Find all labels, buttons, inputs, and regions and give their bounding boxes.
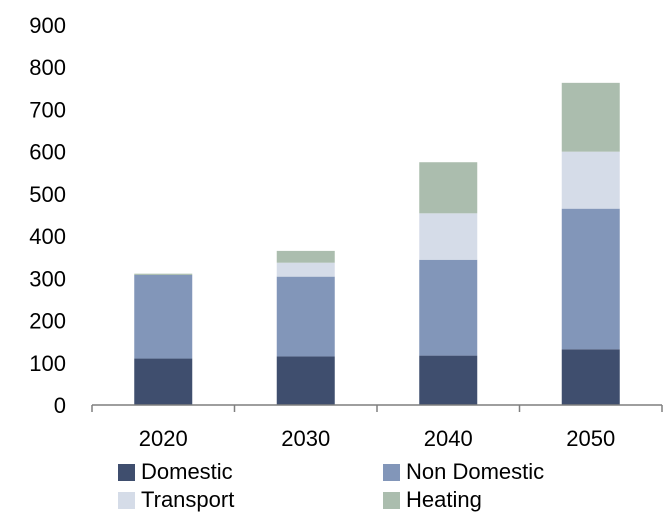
- legend-item-non-domestic: Non Domestic: [383, 458, 658, 486]
- x-tick-label: 2040: [424, 426, 473, 451]
- bar-segment-transport-2040: [419, 213, 478, 260]
- x-axis-tick-labels: 2020 2030 2040 2050: [139, 426, 615, 451]
- bar-segment-non-domestic-2020: [134, 274, 193, 359]
- y-tick-label: 200: [29, 309, 66, 334]
- y-axis-tick-labels: 0 100 200 300 400 500 600 700 800 900: [29, 13, 66, 418]
- y-tick-label: 500: [29, 182, 66, 207]
- bar-segment-transport-2050: [561, 151, 620, 209]
- y-tick-label: 300: [29, 266, 66, 291]
- legend-swatch: [383, 491, 400, 509]
- bar-segment-heating-2040: [419, 162, 478, 214]
- y-tick-label: 0: [54, 393, 66, 418]
- bar-segment-transport-2030: [276, 262, 335, 277]
- legend-item-transport: Transport: [118, 486, 383, 514]
- bar-segment-heating-2030: [276, 250, 335, 263]
- legend-label: Domestic: [141, 459, 233, 484]
- legend-swatch: [383, 463, 400, 481]
- legend-swatch: [118, 463, 135, 481]
- bar-segment-domestic-2050: [561, 349, 620, 405]
- x-axis: [91, 404, 663, 412]
- y-tick-label: 400: [29, 224, 66, 249]
- x-tick-label: 2020: [139, 426, 188, 451]
- legend-item-heating: Heating: [383, 486, 658, 514]
- stacked-bar-chart: 0 100 200 300 400 500 600 700 800 900 2020 2030 204…: [29, 13, 663, 451]
- x-tick-label: 2030: [281, 426, 330, 451]
- bar-segment-domestic-2020: [134, 358, 193, 405]
- legend-label: Non Domestic: [406, 459, 545, 484]
- bar-segment-domestic-2030: [276, 356, 335, 405]
- bar-segment-heating-2020: [134, 273, 193, 275]
- legend: Domestic Non Domestic Transport Heating: [118, 458, 658, 514]
- bar-segment-domestic-2040: [419, 355, 478, 405]
- legend-item-domestic: Domestic: [118, 458, 383, 486]
- y-tick-label: 100: [29, 351, 66, 376]
- y-tick-label: 700: [29, 97, 66, 122]
- bar-segment-heating-2050: [561, 82, 620, 152]
- legend-label: Transport: [141, 487, 235, 512]
- y-tick-label: 900: [29, 13, 66, 38]
- bar-segment-non-domestic-2030: [276, 276, 335, 357]
- bar-segment-non-domestic-2050: [561, 208, 620, 350]
- bar-segment-non-domestic-2040: [419, 259, 478, 356]
- y-tick-label: 800: [29, 55, 66, 80]
- y-tick-label: 600: [29, 140, 66, 165]
- legend-label: Heating: [406, 487, 482, 512]
- x-tick-label: 2050: [566, 426, 615, 451]
- legend-swatch: [118, 491, 135, 509]
- bar-stacks: [134, 82, 620, 405]
